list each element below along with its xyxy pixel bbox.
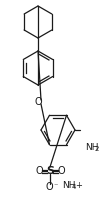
- Text: 4: 4: [72, 184, 76, 190]
- Text: O: O: [35, 166, 43, 176]
- Text: O: O: [57, 166, 65, 176]
- Text: S: S: [46, 166, 54, 176]
- Text: ⁻: ⁻: [53, 181, 57, 190]
- Text: NH: NH: [62, 181, 75, 190]
- Text: 2: 2: [94, 146, 99, 152]
- Text: NH: NH: [85, 143, 98, 152]
- Text: O: O: [34, 97, 42, 107]
- Text: O: O: [45, 182, 53, 192]
- Text: +: +: [75, 181, 82, 189]
